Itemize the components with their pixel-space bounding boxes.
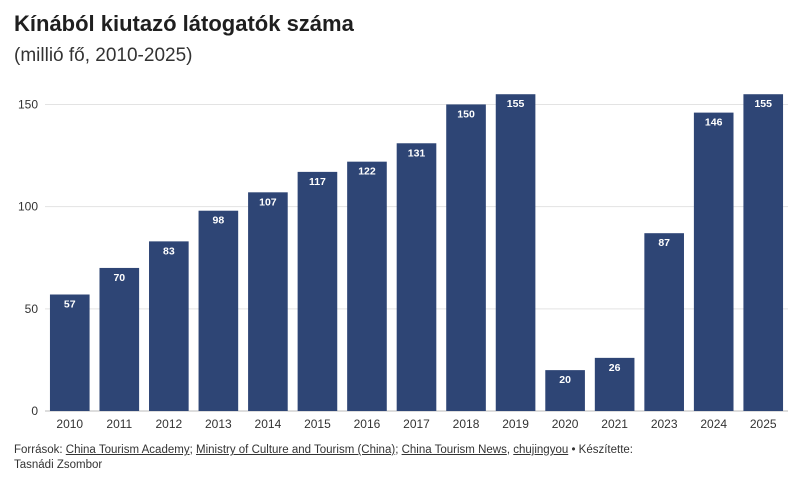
x-tick-label: 2014 [255, 417, 282, 431]
bar-chart: 0501001505720107020118320129820131072014… [18, 94, 788, 431]
data-label: 150 [457, 108, 475, 120]
bar [594, 357, 635, 411]
bar [99, 267, 140, 411]
source-separator: ; [395, 444, 399, 456]
x-tick-label: 2019 [502, 417, 529, 431]
source-separator: , [506, 444, 511, 456]
bar [149, 241, 189, 411]
bar [446, 104, 486, 411]
data-label: 57 [64, 299, 76, 311]
data-label: 155 [754, 98, 772, 110]
sources-footer: Források: China Tourism Academy; Ministr… [14, 443, 734, 473]
bar [49, 294, 90, 411]
data-label: 20 [559, 374, 571, 386]
chart-title: Kínából kiutazó látogatók száma [14, 11, 354, 36]
source-link-chujingyou[interactable]: chujingyou [513, 444, 569, 456]
data-label: 155 [507, 98, 525, 110]
bar [396, 143, 437, 412]
bar [743, 94, 784, 411]
data-label: 70 [113, 272, 125, 284]
data-label: 146 [705, 117, 723, 129]
data-label: 131 [408, 147, 426, 159]
y-tick-label: 50 [25, 302, 39, 316]
x-tick-label: 2010 [56, 417, 83, 431]
x-tick-label: 2017 [403, 417, 430, 431]
credit-label: • Készítette: [571, 444, 633, 456]
data-label: 107 [259, 196, 277, 208]
bar [347, 161, 387, 411]
x-tick-label: 2024 [700, 417, 727, 431]
sources-prefix: Források: [14, 444, 63, 456]
bar [248, 192, 288, 411]
source-separator: ; [189, 444, 193, 456]
data-label: 122 [358, 166, 376, 178]
bar [693, 112, 734, 412]
bar [198, 210, 239, 411]
source-link-ministry-of-culture[interactable]: Ministry of Culture and Tourism (China) [195, 444, 396, 456]
x-tick-label: 2023 [651, 417, 678, 431]
bar [644, 233, 684, 411]
x-tick-label: 2016 [354, 417, 381, 431]
source-link-china-tourism-news[interactable]: China Tourism News [401, 444, 507, 456]
x-tick-label: 2021 [601, 417, 628, 431]
chart-subtitle: (millió fő, 2010-2025) [14, 45, 193, 66]
x-tick-label: 2012 [155, 417, 182, 431]
bar [495, 94, 536, 411]
y-tick-label: 150 [18, 97, 38, 111]
x-tick-label: 2018 [453, 417, 480, 431]
bar [545, 370, 585, 411]
x-tick-label: 2020 [552, 417, 579, 431]
author-name: Tasnádi Zsombor [14, 459, 103, 471]
data-label: 26 [609, 362, 621, 374]
source-link-china-tourism-academy[interactable]: China Tourism Academy [65, 444, 190, 456]
x-tick-label: 2025 [750, 417, 777, 431]
data-label: 98 [213, 215, 225, 227]
y-tick-label: 100 [18, 200, 38, 214]
data-label: 117 [309, 176, 326, 188]
x-tick-label: 2015 [304, 417, 331, 431]
x-tick-label: 2011 [106, 417, 132, 431]
y-tick-label: 0 [31, 404, 38, 418]
x-tick-label: 2013 [205, 417, 232, 431]
data-label: 87 [658, 237, 670, 249]
data-label: 83 [163, 245, 175, 257]
bar [297, 171, 338, 411]
